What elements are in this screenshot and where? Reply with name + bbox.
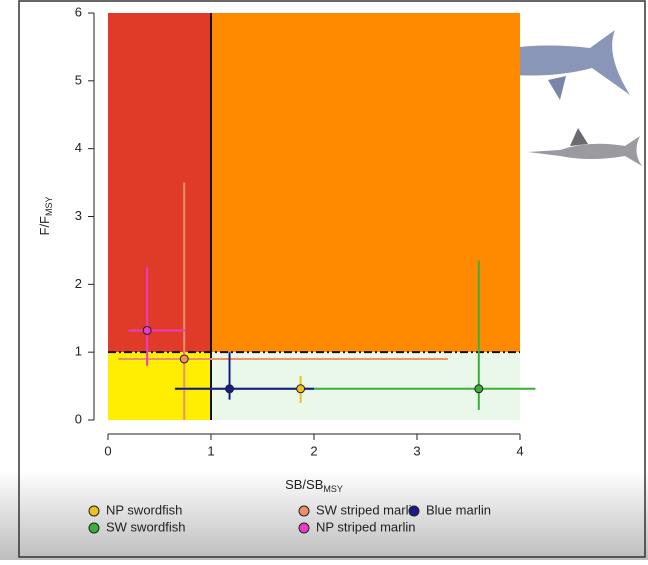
point — [226, 385, 234, 393]
y-tick-label: 4 — [75, 140, 82, 155]
point — [475, 385, 483, 393]
x-tick-label: 0 — [104, 443, 111, 458]
x-tick-label: 3 — [413, 443, 420, 458]
legend-label: Blue marlin — [426, 502, 491, 517]
legend-marker — [409, 506, 419, 516]
y-axis-label-main: F/F — [37, 216, 52, 236]
legend-label: SW striped marlin — [316, 502, 419, 517]
legend-label: NP striped marlin — [316, 519, 415, 534]
legend-marker — [89, 523, 99, 533]
x-tick-label: 1 — [207, 443, 214, 458]
y-axis-label-sub: MSY — [44, 196, 54, 216]
chart: SB/SBMSY F/FMSY 012340123456NP swordfish… — [0, 0, 648, 560]
x-tick-label: 4 — [516, 443, 523, 458]
y-tick-label: 3 — [75, 208, 82, 223]
y-tick-label: 1 — [75, 344, 82, 359]
y-tick-label: 6 — [75, 4, 82, 19]
quadrant-lower-right — [211, 352, 520, 420]
legend-label: NP swordfish — [106, 502, 182, 517]
x-axis-label-main: SB/SB — [285, 477, 323, 492]
y-tick-label: 5 — [75, 72, 82, 87]
legend-marker — [299, 523, 309, 533]
legend-marker — [89, 506, 99, 516]
legend-label: SW swordfish — [106, 519, 185, 534]
quadrant-lower-left — [108, 352, 211, 420]
point — [297, 385, 305, 393]
point — [143, 326, 151, 334]
x-axis-label-sub: MSY — [323, 484, 343, 494]
y-tick-label: 0 — [75, 411, 82, 426]
x-tick-label: 2 — [310, 443, 317, 458]
quadrant-upper-left — [108, 13, 211, 352]
y-tick-label: 2 — [75, 276, 82, 291]
legend-marker — [299, 506, 309, 516]
point — [180, 355, 188, 363]
quadrant-upper-right — [211, 13, 520, 352]
